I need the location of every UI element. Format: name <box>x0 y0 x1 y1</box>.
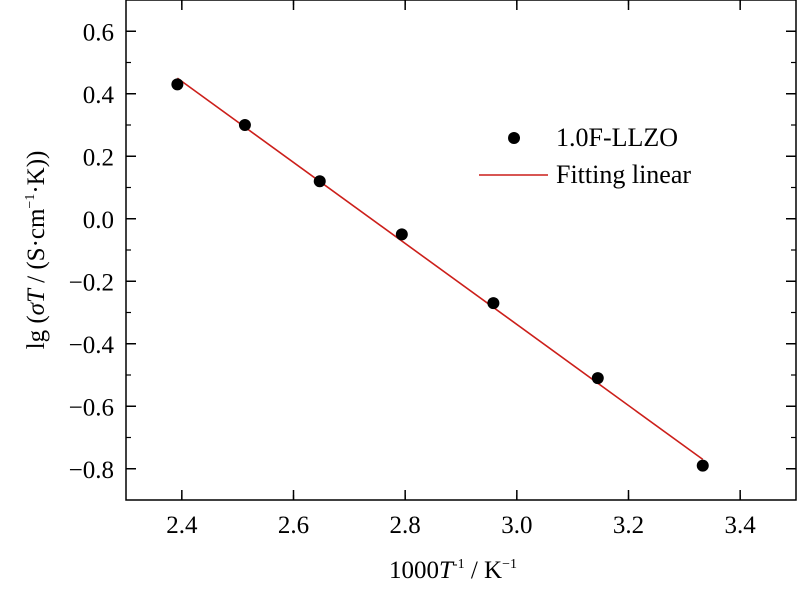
data-point <box>395 228 408 241</box>
legend: 1.0F-LLZO Fitting linear <box>479 123 691 189</box>
plot-frame <box>125 0 797 501</box>
y-tick-label: −0.6 <box>69 394 114 421</box>
data-point <box>487 297 500 310</box>
y-tick-label: 0.6 <box>83 19 114 46</box>
x-tick-labels: 2.4 2.6 2.8 3.0 3.2 3.4 <box>166 512 756 539</box>
y-tick-labels: 0.6 0.4 0.2 0.0 −0.2 −0.4 −0.6 −0.8 <box>69 19 115 484</box>
x-tick-label: 2.4 <box>166 512 198 539</box>
x-tick-label: 2.8 <box>390 512 421 539</box>
fit-line-layer <box>176 77 704 461</box>
legend-label-scatter: 1.0F-LLZO <box>556 123 678 152</box>
y-tick-label: −0.4 <box>69 332 115 359</box>
data-point <box>696 459 709 472</box>
data-points-layer <box>171 78 709 472</box>
x-tick-label: 3.2 <box>613 512 644 539</box>
data-point <box>591 372 604 385</box>
y-axis-title: lg (σT / (S·cm−1·K)) <box>23 151 50 350</box>
y-tick-label: −0.8 <box>69 457 114 484</box>
axis-ticks <box>126 0 796 500</box>
x-axis-title: 1000T-1 / K−1 <box>389 557 517 584</box>
fit-line <box>176 77 704 461</box>
data-point <box>171 78 184 91</box>
y-tick-label: 0.0 <box>83 207 114 234</box>
x-tick-label: 3.0 <box>501 512 532 539</box>
legend-marker-scatter <box>508 132 520 144</box>
legend-label-line: Fitting linear <box>556 160 691 189</box>
x-tick-label: 3.4 <box>725 512 757 539</box>
x-tick-label: 2.6 <box>278 512 309 539</box>
y-tick-label: −0.2 <box>69 269 114 296</box>
data-point <box>238 119 251 131</box>
data-point <box>313 175 326 188</box>
y-tick-label: 0.2 <box>83 144 114 171</box>
y-tick-label: 0.4 <box>83 82 115 109</box>
